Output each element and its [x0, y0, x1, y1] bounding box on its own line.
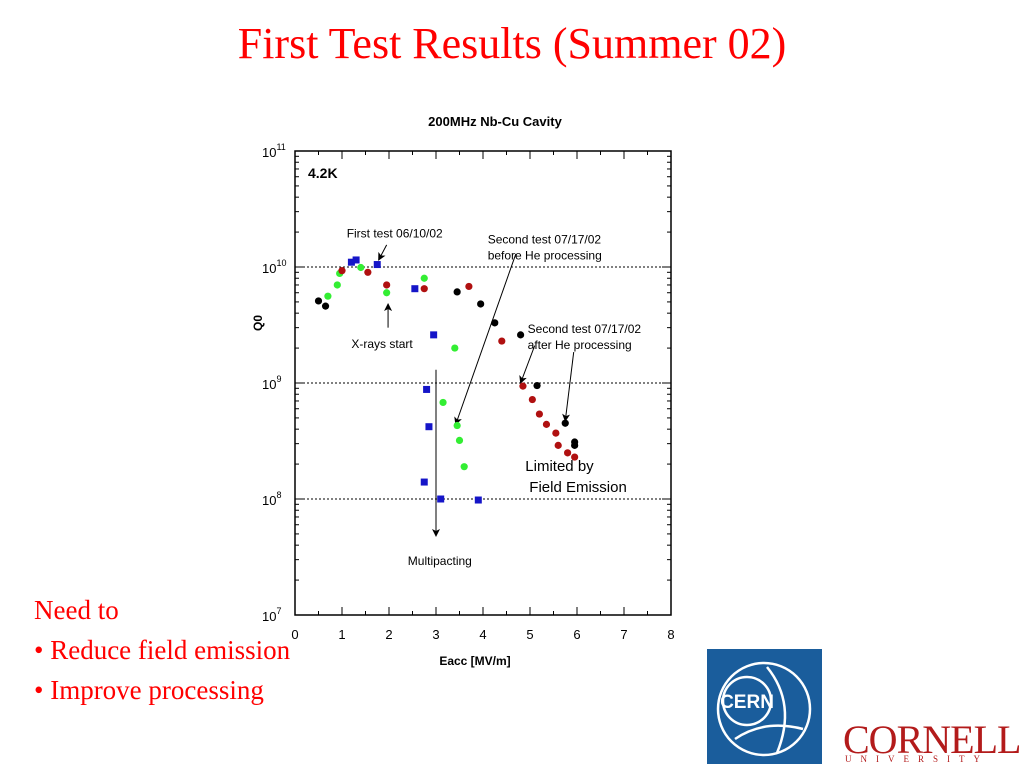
- data-point: [460, 463, 468, 471]
- data-point: [451, 344, 459, 352]
- y-tick-exponent: 9: [276, 374, 281, 384]
- data-point: [420, 274, 428, 282]
- data-point: [423, 385, 431, 393]
- data-point: [321, 302, 330, 310]
- cornell-logo: CORNELL UNIVERSITY: [843, 717, 1024, 768]
- data-point: [519, 382, 527, 390]
- annotation-arrow: [378, 244, 388, 261]
- data-point: [552, 429, 560, 437]
- data-point: [420, 285, 428, 293]
- data-point: [437, 495, 445, 503]
- x-tick-label: 0: [291, 627, 298, 642]
- temperature-label: 4.2K: [308, 165, 338, 181]
- data-point: [347, 258, 355, 266]
- data-point: [571, 441, 579, 449]
- data-point: [357, 263, 365, 272]
- data-point: [439, 398, 447, 407]
- y-tick-label: 1010: [262, 258, 286, 276]
- x-tick-label: 4: [479, 627, 486, 642]
- data-point: [491, 319, 499, 327]
- cornell-wordmark: CORNELL: [843, 717, 1021, 762]
- data-point: [324, 292, 332, 300]
- axes: [294, 150, 672, 616]
- data-point: [420, 478, 428, 486]
- annotation-label: Second test 07/17/02: [528, 322, 642, 336]
- x-tick-label: 1: [338, 627, 345, 642]
- data-point: [571, 453, 579, 461]
- data-point: [564, 449, 572, 457]
- annotation-label: Multipacting: [408, 554, 472, 568]
- action-notes: Need to • Reduce field emission • Improv…: [34, 590, 290, 710]
- annotation-label: before He processing: [488, 248, 602, 262]
- annotation-label: Field Emission: [529, 479, 627, 496]
- data-point: [453, 288, 461, 296]
- data-point: [455, 436, 464, 445]
- annotation-arrow: [454, 253, 517, 426]
- x-tick-label: 6: [573, 627, 580, 642]
- data-point: [364, 268, 372, 276]
- data-point: [465, 282, 473, 291]
- annotation-label: First test 06/10/02: [347, 226, 443, 240]
- data-point: [411, 285, 419, 293]
- gridlines: [295, 266, 671, 500]
- x-tick-label: 8: [667, 627, 674, 642]
- x-tick-label: 7: [620, 627, 627, 642]
- x-axis-label: Eacc [MV/m]: [439, 654, 510, 668]
- x-tick-label: 2: [385, 627, 392, 642]
- y-tick-label: 109: [262, 374, 281, 392]
- data-point: [383, 289, 391, 297]
- note-line: Need to: [34, 595, 119, 625]
- y-axis-label: Q0: [251, 315, 265, 331]
- cern-emblem-icon: CERN: [707, 649, 822, 764]
- annotation-label: X-rays start: [351, 337, 413, 351]
- data-point: [383, 281, 391, 289]
- data-point: [338, 267, 346, 275]
- annotation-label: after He processing: [528, 338, 632, 352]
- y-tick-label: 1011: [262, 142, 286, 160]
- chart-title: 200MHz Nb-Cu Cavity: [428, 114, 562, 129]
- data-point: [474, 496, 482, 504]
- y-tick-exponent: 7: [276, 606, 281, 616]
- data-point: [333, 281, 341, 289]
- data-points: [314, 256, 579, 504]
- note-line: • Improve processing: [34, 675, 264, 705]
- cern-logo: CERN: [707, 649, 822, 764]
- slide-title: First Test Results (Summer 02): [237, 19, 787, 68]
- y-tick-label: 108: [262, 490, 281, 508]
- y-tick-exponent: 11: [276, 142, 285, 152]
- y-tick-exponent: 10: [276, 258, 286, 268]
- data-point: [535, 410, 544, 418]
- data-point: [453, 421, 461, 430]
- annotation-label: Limited by: [525, 458, 594, 475]
- data-point: [498, 337, 506, 345]
- data-point: [533, 381, 541, 390]
- annotation-arrow: [562, 351, 575, 423]
- data-point: [314, 297, 323, 305]
- annotation-label: Second test 07/17/02: [488, 232, 602, 246]
- data-point: [477, 300, 485, 308]
- data-point: [561, 419, 569, 427]
- data-point: [352, 256, 360, 264]
- x-tick-label: 3: [432, 627, 439, 642]
- x-tick-label: 5: [526, 627, 533, 642]
- note-line: • Reduce field emission: [34, 635, 291, 665]
- data-point: [528, 395, 536, 404]
- data-point: [425, 423, 433, 431]
- data-point: [542, 420, 551, 428]
- data-point: [554, 441, 562, 449]
- cornell-subtitle: UNIVERSITY: [845, 754, 989, 764]
- annotation-arrow: [519, 345, 536, 384]
- y-tick-exponent: 8: [276, 490, 281, 500]
- annotations: [378, 244, 575, 537]
- data-point: [430, 331, 438, 339]
- data-point: [373, 261, 381, 269]
- cern-logo-text: CERN: [720, 692, 774, 713]
- data-point: [517, 331, 525, 339]
